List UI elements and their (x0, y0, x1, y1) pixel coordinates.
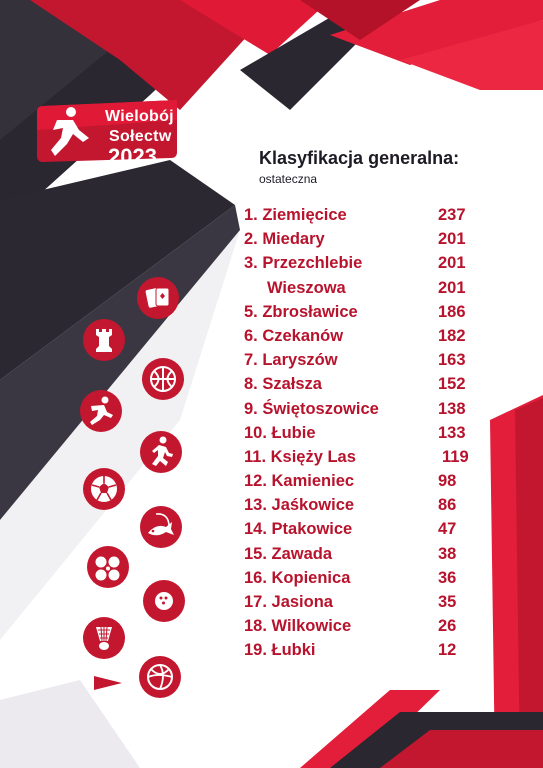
badminton-icon (83, 617, 125, 659)
ranking-row: 1. Ziemięcice 237 (244, 206, 484, 230)
ranking-row: 2. Miedary 201 (244, 230, 484, 254)
team-points: 152 (438, 375, 466, 394)
team-points: 201 (438, 254, 466, 273)
petanque-icon (87, 546, 129, 588)
team-points: 201 (438, 278, 466, 297)
team-name: 2. Miedary (244, 230, 325, 249)
team-name: 19. Łubki (244, 641, 316, 660)
page-subtitle: ostateczna (259, 172, 318, 186)
team-points: 138 (438, 399, 466, 418)
team-name: 1. Ziemięcice (244, 206, 347, 224)
event-logo: Wielobój Sołectw 2023 (37, 100, 187, 170)
volleyball-icon (139, 656, 181, 698)
football-icon (83, 468, 125, 510)
ranking-row: 6. Czekanów 182 (244, 327, 484, 351)
team-name: Wieszowa (267, 278, 346, 297)
basketball-icon (142, 358, 184, 400)
playing-cards-icon (137, 277, 179, 319)
team-points: 26 (438, 617, 457, 636)
team-name: 18. Wilkowice (244, 617, 352, 636)
ranking-row: 19. Łubki 12 (244, 641, 484, 665)
team-points: 98 (438, 472, 457, 491)
runner-icon (140, 431, 182, 473)
team-points: 182 (438, 326, 466, 345)
ranking-row: 13. Jaśkowice 86 (244, 496, 484, 520)
team-points: 119 (442, 447, 469, 466)
page-title: Klasyfikacja generalna: (259, 148, 460, 168)
ranking-row: 8. Szałsza 152 (244, 375, 484, 399)
team-name: 6. Czekanów (244, 326, 344, 345)
logo-line-2: Sołectw (109, 128, 172, 145)
team-points: 186 (438, 302, 466, 321)
team-name: 11. Księży Las (244, 447, 356, 466)
pennant-icon (94, 676, 122, 690)
team-name: 14. Ptakowice (244, 520, 353, 539)
chess-rook-icon (83, 319, 125, 361)
team-points: 163 (438, 351, 466, 370)
team-name: 3. Przezchlebie (244, 254, 363, 273)
team-name: 17. Jasiona (244, 593, 333, 611)
ranking-list: 1. Ziemięcice 237 2. Miedary 201 3. Przezc… (244, 206, 484, 666)
ranking-row: 18. Wilkowice 26 (244, 617, 484, 641)
team-name: 15. Zawada (244, 544, 333, 563)
team-points: 201 (438, 230, 466, 249)
ranking-row: 16. Kopienica 36 (244, 569, 484, 593)
team-name: 7. Laryszów (244, 351, 338, 370)
team-name: 12. Kamieniec (244, 472, 355, 491)
team-points: 38 (438, 544, 457, 563)
team-points: 35 (438, 593, 457, 611)
fishing-icon (140, 506, 182, 548)
logo-line-1: Wielobój (105, 108, 174, 125)
team-points: 237 (438, 206, 466, 224)
team-points: 12 (438, 641, 457, 660)
team-name: 8. Szałsza (244, 375, 322, 394)
ranking-row: 9. Świętoszowice 138 (244, 400, 484, 424)
team-points: 47 (438, 520, 457, 539)
team-points: 86 (438, 496, 457, 515)
ranking-row: 10. Łubie 133 (244, 424, 484, 448)
team-name: 16. Kopienica (244, 568, 351, 587)
team-name: 10. Łubie (244, 423, 316, 442)
ranking-row: 3. Przezchlebie 201 (244, 254, 484, 278)
ranking-row: 7. Laryszów 163 (244, 351, 484, 375)
logo-badge (37, 100, 177, 162)
ranking-row: 15. Zawada 38 (244, 545, 484, 569)
ranking-row: 17. Jasiona 35 (244, 593, 484, 617)
ranking-row: 11. Księży Las 119 (244, 448, 484, 472)
team-points: 36 (438, 568, 457, 587)
ranking-row: 12. Kamieniec 98 (244, 472, 484, 496)
team-name: 9. Świętoszowice (244, 399, 379, 418)
ranking-row: 5. Zbrosławice 186 (244, 303, 484, 327)
team-name: 13. Jaśkowice (244, 496, 355, 515)
runner-kick-icon (80, 390, 122, 432)
logo-year: 2023 (108, 144, 157, 169)
team-name: 5. Zbrosławice (244, 302, 358, 321)
team-points: 133 (438, 423, 466, 442)
bowling-icon (143, 580, 185, 622)
ranking-row: 14. Ptakowice 47 (244, 520, 484, 544)
ranking-row: Wieszowa 201 (244, 279, 484, 303)
